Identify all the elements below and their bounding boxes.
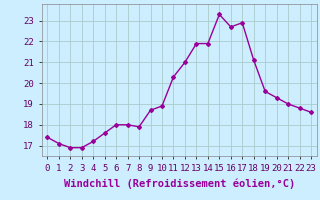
X-axis label: Windchill (Refroidissement éolien,°C): Windchill (Refroidissement éolien,°C) <box>64 178 295 189</box>
